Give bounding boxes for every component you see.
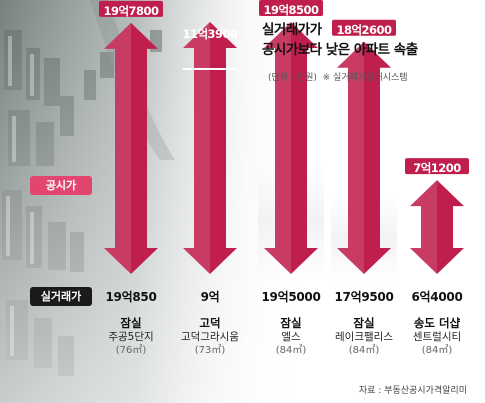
official-price-label: 7억1200 — [413, 161, 461, 176]
unit-size: (84㎡) — [348, 345, 380, 356]
actual-price-label: 19억5000 — [261, 290, 321, 304]
region-name: 잠실 — [120, 316, 142, 330]
category-label: 잠실 레이크팰리스 (84㎡) — [323, 316, 405, 358]
official-label-backing — [405, 158, 469, 175]
down-head-5 — [410, 248, 464, 274]
source-note: 자료 : 부동산공시가격알리미 — [358, 386, 467, 396]
category-label: 송도 더샵 센트럴시티 (84㎡) — [396, 316, 478, 358]
actual-price-label: 17억9500 — [334, 290, 394, 304]
unit-label: (단위 : 만원) — [268, 73, 317, 83]
apartment-name: 고덕그라시움 — [181, 331, 239, 343]
unit-size: (73㎡) — [194, 345, 226, 356]
down-head-1 — [104, 248, 158, 274]
actual-price-tag: 실거래가 — [30, 287, 92, 306]
official-label-backing — [99, 0, 163, 17]
official-price-label: 11억3900 — [182, 27, 238, 41]
official-price-label: 19억7800 — [103, 3, 159, 18]
title-line-1: 실거래가가 — [262, 22, 322, 38]
tall-arrow-divider — [183, 68, 237, 70]
up-arrow-4 — [337, 41, 391, 248]
category-label: 잠실 주공5단지 (76㎡) — [90, 316, 172, 358]
actual-price-label: 6억4000 — [411, 290, 463, 304]
arrow-shade-4 — [337, 41, 364, 274]
up-arrow-3 — [264, 22, 318, 248]
official-price-label: 18억2600 — [336, 22, 392, 37]
arrow-shade-1 — [104, 22, 131, 275]
up-arrow-2 — [183, 22, 237, 248]
arrow-shade-5 — [410, 180, 437, 274]
up-arrow-1 — [104, 22, 158, 249]
category-label: 고덕 고덕그라시움 (73㎡) — [169, 316, 251, 358]
basis-label: ※ 실거래가공개시스템 — [322, 73, 408, 83]
apartment-name: 레이크팰리스 — [335, 331, 393, 343]
unit-size: (84㎡) — [421, 345, 453, 356]
down-head-2 — [183, 248, 237, 274]
region-name: 잠실 — [353, 316, 375, 330]
down-head-4 — [337, 248, 391, 274]
official-price-label: 19억8500 — [263, 3, 319, 17]
region-name: 송도 더샵 — [413, 316, 461, 330]
actual-price-label: 19억850 — [105, 290, 157, 304]
official-label-backing — [332, 19, 396, 36]
official-price-tag: 공시가 — [30, 176, 92, 195]
arrow-shade-2 — [183, 22, 210, 274]
apartment-name: 엘스 — [281, 331, 301, 343]
up-arrow-5 — [410, 180, 464, 248]
apartment-name: 센트럴시티 — [412, 331, 462, 343]
unit-note: (단위 : 만원) ※ 실거래가공개시스템 — [268, 70, 408, 83]
actual-price-label: 9억 — [200, 290, 220, 304]
category-label: 잠실 엘스 (84㎡) — [250, 316, 332, 358]
official-label-backing — [259, 0, 323, 16]
region-name: 잠실 — [280, 316, 302, 330]
arrow-shade-3 — [264, 22, 291, 274]
apartment-name: 주공5단지 — [108, 331, 154, 343]
unit-size: (84㎡) — [275, 345, 307, 356]
down-head-3 — [264, 248, 318, 274]
title-line-2: 공시가보다 낮은 아파트 속출 — [262, 42, 418, 58]
region-name: 고덕 — [199, 316, 221, 330]
unit-size: (76㎡) — [115, 345, 147, 356]
